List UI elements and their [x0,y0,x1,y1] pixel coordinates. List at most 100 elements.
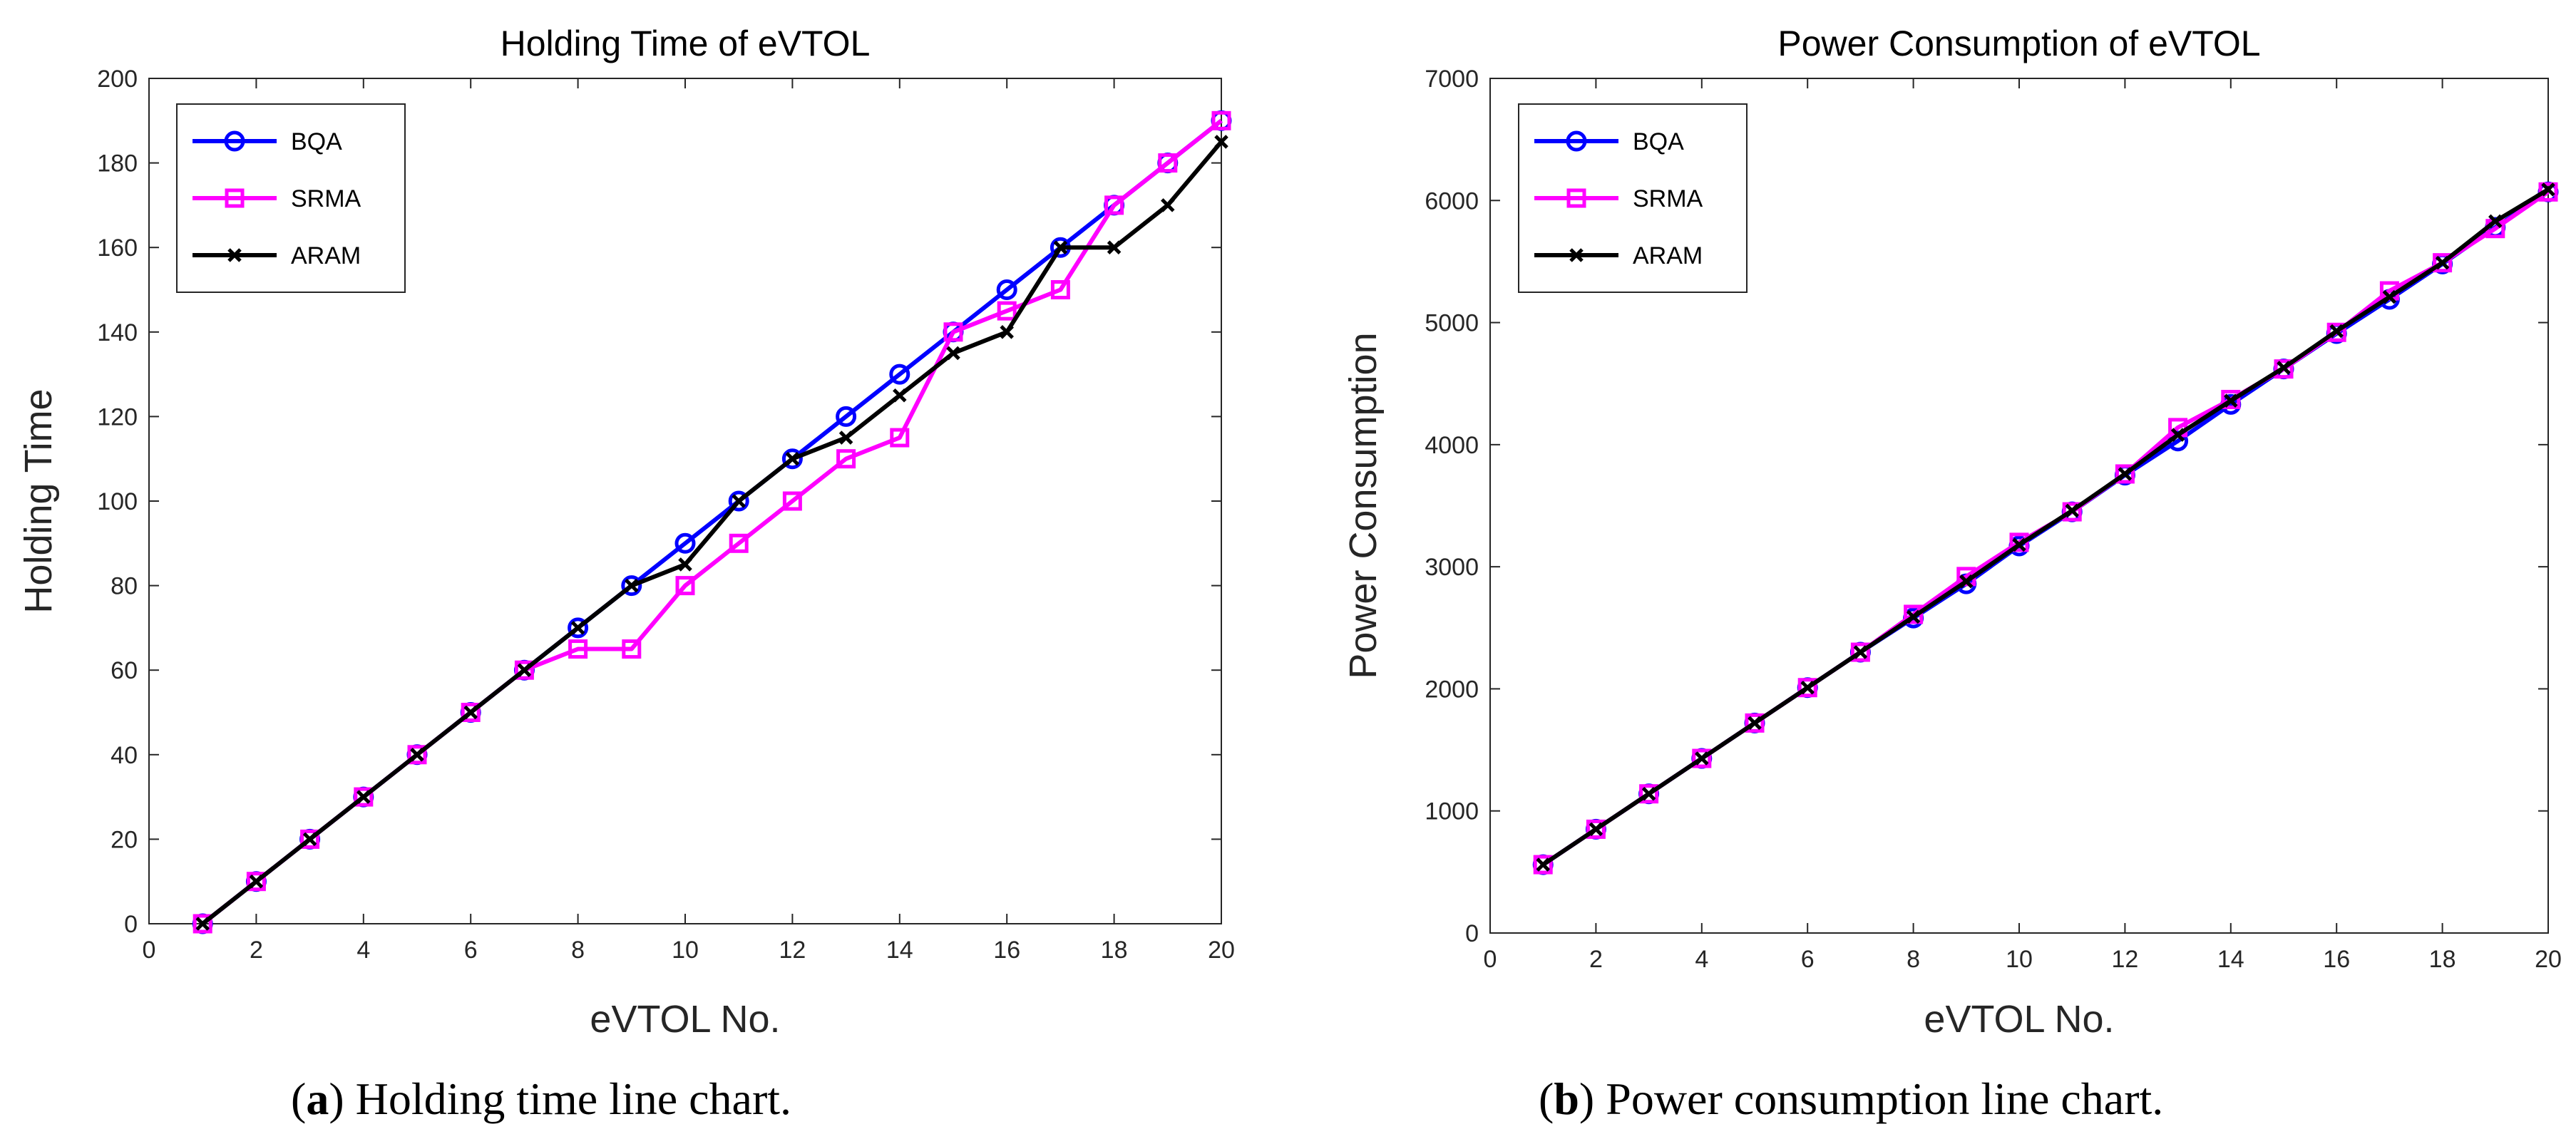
data-point-srma [782,491,802,511]
data-point-srma [1850,642,1870,662]
legend-label-srma: SRMA [1633,185,1703,212]
series-line-aram [1541,187,2550,867]
data-point-srma [246,872,266,892]
data-point-aram [1906,609,1921,624]
data-point-aram [2435,255,2450,270]
data-point-aram [1641,786,1656,801]
data-point-srma [568,639,588,659]
data-point-aram [2170,428,2185,442]
legend-label-bqa: BQA [1633,128,1684,155]
data-point-srma [622,639,642,659]
y-axis-label: Power Consumption [1342,332,1385,679]
data-point-srma [300,829,320,849]
data-point-bqa [836,406,857,427]
data-point-aram [2224,393,2238,408]
data-point-srma [1692,748,1712,768]
legend-label-aram: ARAM [1633,242,1703,269]
series-line-aram [201,140,1223,926]
data-point-aram [732,494,746,508]
data-point-bqa [568,617,589,639]
data-point-aram [678,557,692,572]
data-point-aram [2488,214,2503,229]
data-point-srma [2062,502,2082,522]
x-tick-label: 10 [2006,946,2033,973]
y-tick-label: 7000 [1425,66,1479,93]
data-point-aram [2277,361,2291,375]
data-point-aram [1959,574,1974,589]
y-tick-label: 1000 [1425,798,1479,825]
data-point-aram [1107,240,1122,254]
x-tick-label: 8 [571,937,585,964]
power-consumption-chart: 0 2 4 6 8 10 12 14 16 18 20 0 1000 2000 3000 4000 5000 60… [1342,24,2562,1041]
data-point-aram [1536,857,1550,872]
legend-marker-aram [1569,248,1584,262]
data-point-bqa [728,490,749,512]
data-point-aram [946,346,960,361]
data-point-srma [193,914,212,934]
data-point-aram [785,451,800,466]
x-tick-label: 0 [1484,946,1497,973]
data-point-aram [1589,822,1603,837]
data-point-aram [570,621,585,635]
y-axis-label: Holding Time [17,388,60,613]
y-tick-label: 60 [111,657,138,684]
y-tick-label: 160 [97,234,138,262]
y-tick-label: 100 [97,488,138,515]
data-point-srma [1211,110,1231,130]
data-point-aram [2329,324,2344,339]
data-point-bqa [781,448,803,470]
x-tick-label: 2 [1589,946,1603,973]
x-tick-label: 16 [2323,946,2350,973]
data-point-bqa [621,575,642,597]
data-point-aram [1695,751,1709,766]
data-point-aram [517,663,532,677]
caption-a: (a) Holding time line chart. [291,1073,791,1124]
x-tick-label: 4 [356,937,370,964]
legend: BQA SRMA ARAM [176,103,406,293]
data-point-srma [1104,195,1124,215]
chart-title: Power Consumption of eVTOL [1777,24,2260,63]
data-point-aram [1161,198,1175,212]
data-point-aram [2065,503,2079,518]
y-tick-label: 2000 [1425,676,1479,703]
x-tick-label: 10 [672,937,699,964]
data-point-srma [1533,855,1553,875]
data-point-srma [1158,153,1178,173]
x-axis-label: eVTOL No. [1924,998,2114,1041]
y-tick-label: 6000 [1425,187,1479,215]
y-tick-label: 20 [111,826,138,853]
x-tick-label: 16 [993,937,1020,964]
x-tick-label: 14 [886,937,913,964]
data-point-bqa [996,279,1017,300]
legend: BQA SRMA ARAM [1518,103,1748,293]
data-point-aram [1214,135,1228,149]
data-point-aram [1853,645,1868,659]
series-aram [1536,182,2555,872]
data-point-srma [461,703,481,722]
y-tick-label: 80 [111,573,138,600]
y-tick-label: 180 [97,150,138,177]
y-tick-label: 4000 [1425,432,1479,459]
x-tick-label: 4 [1695,946,1708,973]
holding-time-chart: 0 2 4 6 8 10 12 14 16 18 2002040608010012014016018… [17,24,1235,1041]
caption-b: (b) Power consumption line chart. [1539,1073,2163,1124]
legend-marker-srma [225,188,245,208]
data-point-srma [407,745,427,765]
x-tick-label: 0 [143,937,156,964]
data-point-srma [1745,713,1765,733]
caption-b-letter: b [1554,1073,1579,1124]
legend-marker-bqa [1566,130,1587,152]
data-point-bqa [674,532,696,554]
data-point-srma [1904,604,1924,624]
caption-a-text: Holding time line chart. [356,1073,791,1124]
data-point-srma [2221,389,2241,409]
data-point-aram [302,832,317,847]
y-tick-label: 40 [111,742,138,769]
y-tick-label: 120 [97,403,138,431]
data-point-srma [354,787,374,807]
x-tick-label: 12 [779,937,806,964]
data-point-srma [1050,280,1070,299]
legend-label-aram: ARAM [291,242,361,269]
data-point-srma [675,576,695,596]
